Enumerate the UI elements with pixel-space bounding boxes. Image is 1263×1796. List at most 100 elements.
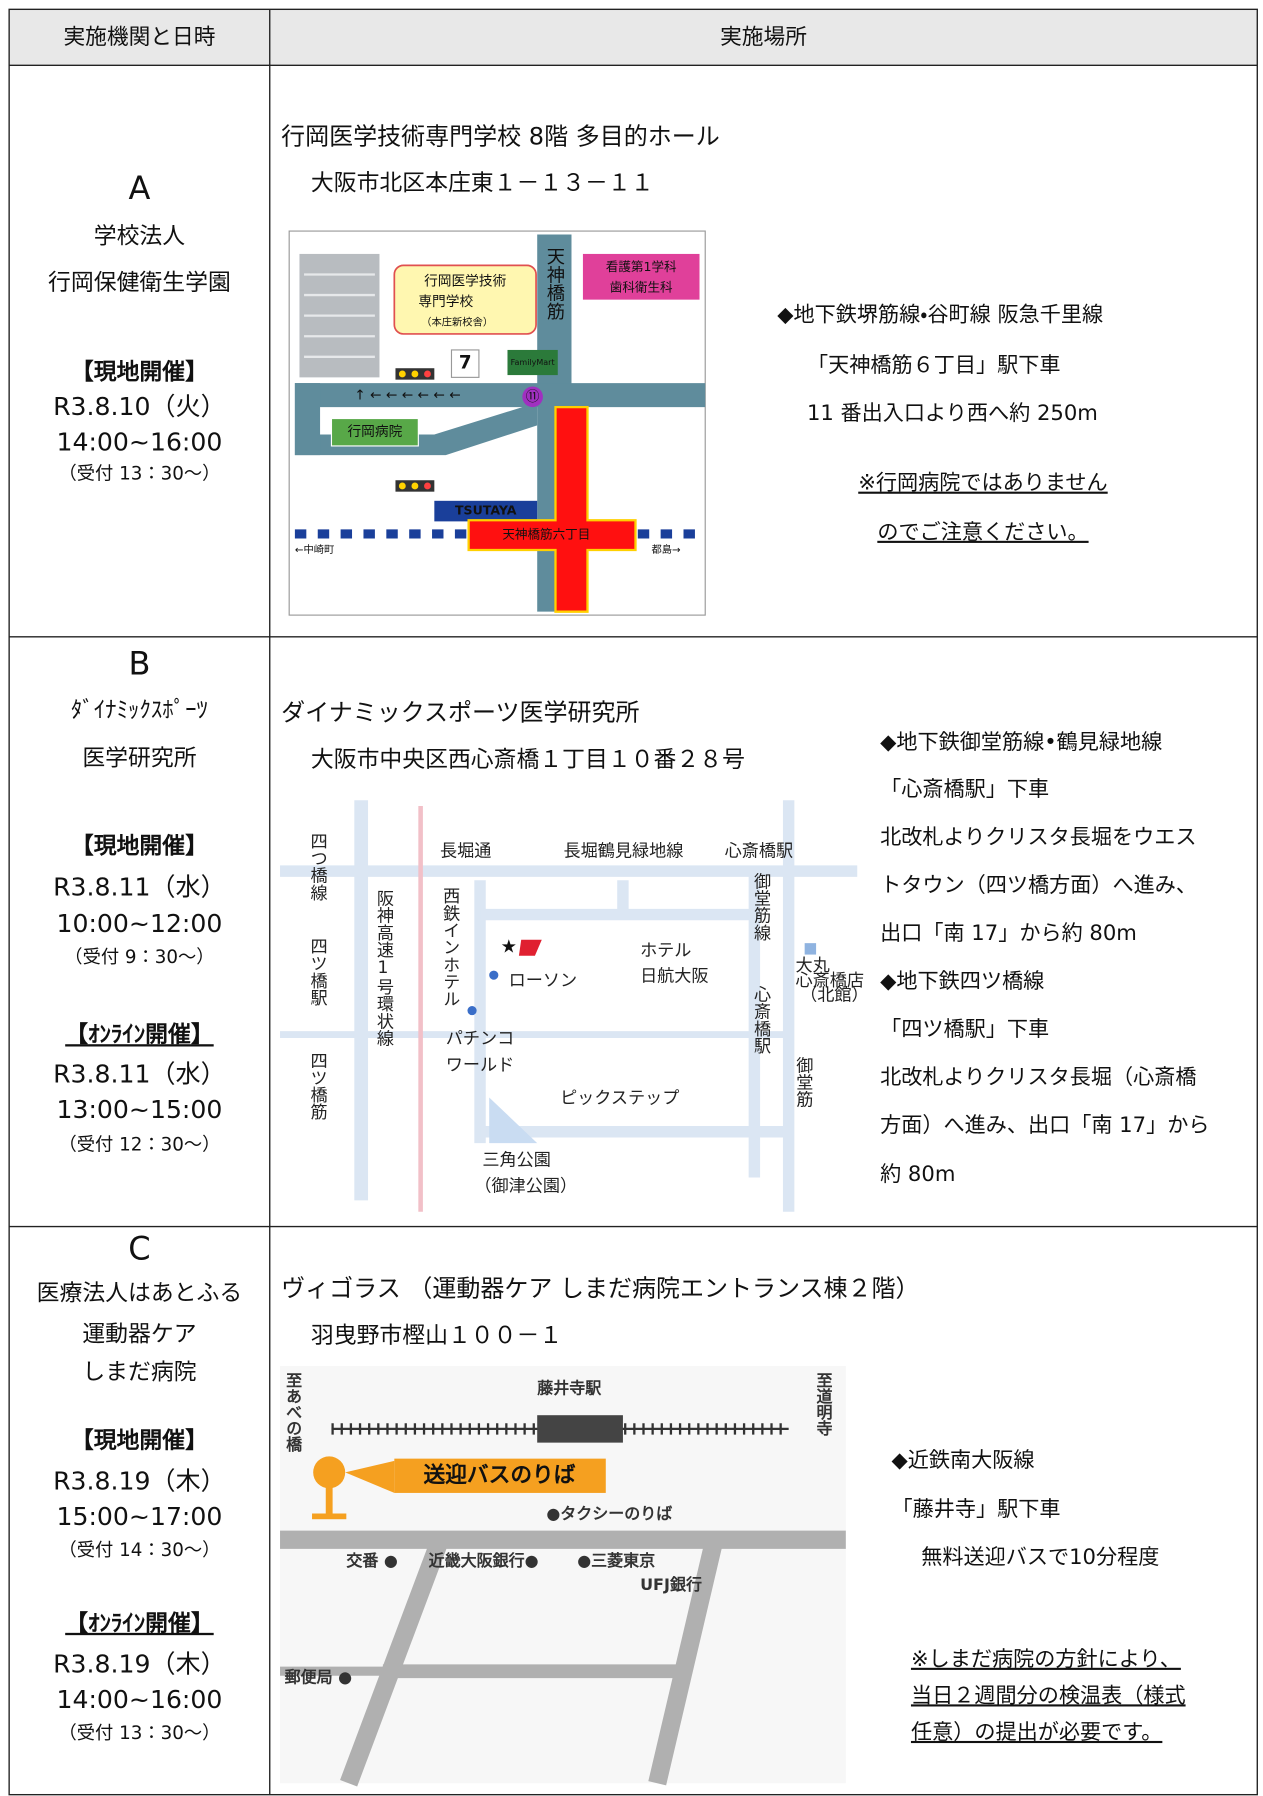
- map-label: 送迎バスのりば: [424, 1462, 576, 1488]
- map-label: 御堂筋線: [750, 872, 771, 941]
- note-line: のでご注意ください。: [877, 519, 1088, 544]
- map-label: 西鉄インホテル: [439, 887, 460, 1007]
- map-box: [330, 417, 419, 447]
- access-line: 北改札よりクリスタ長堀（心斎橋: [880, 1064, 1196, 1089]
- venue-address: 大阪市中央区西心斎橋１丁目１０番２８号: [311, 747, 745, 773]
- bus-stop: [325, 1486, 333, 1516]
- map-label: ピックステップ: [560, 1089, 679, 1109]
- session-type: 【ｵﾝﾗｲﾝ開催】: [65, 1611, 214, 1637]
- table-grid: [8, 8, 1258, 1796]
- session-date: R3.8.19（木）: [53, 1650, 226, 1679]
- venue-name: ヴィゴラス （運動器ケア しまだ病院エントランス棟２階）: [281, 1274, 919, 1302]
- map-label: ←中崎町: [295, 543, 334, 556]
- organization: 医学研究所: [82, 746, 196, 772]
- venue-name: ダイナミックスポーツ医学研究所: [281, 698, 639, 726]
- map-label: 行岡病院: [347, 424, 402, 440]
- session-type: 【現地開催】: [71, 834, 208, 860]
- road: [294, 383, 321, 456]
- session-time: 13:00~15:00: [57, 1095, 223, 1124]
- header-bg: [9, 9, 1258, 66]
- header-cell: 実施場所: [720, 25, 807, 50]
- map-label: 心斎橋駅: [750, 985, 771, 1055]
- access-line: ◆地下鉄御堂筋線•鶴見緑地線: [880, 729, 1162, 754]
- map-shape: [648, 1537, 724, 1786]
- header-cell: 実施機関と日時: [63, 25, 215, 50]
- map-shape: [398, 370, 406, 378]
- access-line: 約 80m: [880, 1161, 955, 1186]
- map-shape: [424, 370, 431, 378]
- map-shape: [411, 370, 419, 378]
- map-label: 天神橋筋: [544, 247, 565, 321]
- map-label: 四ツ橋筋: [307, 1052, 328, 1122]
- access-line: 「藤井寺」駅下車: [892, 1496, 1061, 1521]
- map-label: パチンコ: [446, 1029, 515, 1049]
- note-line: 任意）の提出が必要です。: [911, 1719, 1162, 1744]
- map-label: ⑪: [526, 389, 540, 405]
- map-label: 心斎橋店: [796, 971, 865, 991]
- venue-name: 行岡医学技術専門学校 8階 多目的ホール: [281, 122, 720, 150]
- organization: ﾀﾞｲﾅﾐｯｸｽﾎﾟｰﾂ: [71, 698, 208, 724]
- map-label: 近畿大阪銀行●: [429, 1551, 539, 1570]
- map-shape: [398, 482, 406, 490]
- access-line: 北改札よりクリスタ長堀をウエス: [880, 824, 1196, 849]
- map-label: 御堂筋: [792, 1056, 813, 1108]
- map-label: 心斎橋駅: [725, 842, 794, 862]
- map-label: FamilyMart: [511, 358, 555, 367]
- map-label: 四つ橋線: [307, 832, 328, 901]
- access-line: ◆地下鉄四ツ橋線: [880, 968, 1044, 993]
- exit-marker: [522, 386, 543, 408]
- session-date: R3.8.11（水）: [53, 872, 226, 901]
- access-line: 「心斎橋駅」下車: [880, 776, 1049, 801]
- note-line: ※行岡病院ではありません: [858, 470, 1107, 495]
- session-time: 10:00~12:00: [57, 909, 223, 938]
- reception-time: （受付 13：30～）: [58, 1723, 220, 1744]
- session-type: 【現地開催】: [71, 1428, 208, 1454]
- access-line: トタウン（四ツ橋方面）へ進み、: [880, 872, 1197, 897]
- organization: 学校法人: [94, 223, 186, 249]
- map-label: 交番 ●: [346, 1551, 398, 1570]
- poi: [489, 970, 499, 980]
- station: [537, 1415, 623, 1443]
- organization: 運動器ケア: [82, 1322, 196, 1348]
- note-line: 当日２週間分の検温表（様式: [911, 1682, 1186, 1707]
- access-line: ◆近鉄南大阪線: [892, 1447, 1035, 1472]
- row-id: A: [128, 169, 150, 207]
- bus-stop: [313, 1456, 346, 1489]
- map-label: 至道明寺: [813, 1372, 832, 1437]
- access-line: ◆地下鉄堺筋線・谷町線 阪急千里線: [777, 302, 1103, 327]
- map-label: 行岡医学技術: [424, 273, 507, 289]
- row-id: B: [128, 644, 150, 682]
- map-label: 藤井寺駅: [537, 1378, 602, 1397]
- organization: 医療法人はあとふる: [37, 1281, 243, 1307]
- poi: [467, 1006, 477, 1016]
- map-label: 四ツ橋駅: [307, 937, 328, 1007]
- map-label: 歯科衛生科: [610, 280, 673, 295]
- reception-time: （受付 12：30～）: [58, 1134, 220, 1155]
- poi: [804, 943, 817, 955]
- road-arrows: ↑ ← ← ← ← ← ←: [354, 388, 461, 404]
- station-marker: [467, 405, 637, 613]
- map-box: [582, 253, 700, 300]
- reception-time: （受付 13：30～）: [58, 464, 220, 485]
- row-id: C: [128, 1230, 150, 1268]
- access-line: 出口「南 17」から約 80m: [880, 920, 1137, 945]
- map-label: 専門学校: [418, 294, 473, 310]
- roads: [280, 1530, 846, 1787]
- reception-time: （受付 14：30～）: [58, 1540, 220, 1561]
- map-b: ★ 長堀通 長堀鶴見緑地線 心斎橋駅 四つ橋線 阪神高速1号環状線 西鉄インホテ…: [280, 800, 869, 1212]
- map-box: [434, 500, 538, 522]
- map-label: UFJ銀行: [640, 1575, 702, 1594]
- venue-address: 大阪市北区本庄東１－１３－１１: [311, 171, 654, 197]
- banner: [394, 1458, 606, 1493]
- map-label: ローソン: [509, 971, 578, 991]
- map-label: 都島→: [652, 543, 682, 556]
- store-icon-mark: 7: [459, 353, 472, 374]
- map-label: TSUTAYA: [455, 503, 517, 518]
- map-label: 阪神高速1号環状線: [373, 889, 394, 1046]
- store-icon: [450, 349, 480, 378]
- store-icon: [507, 349, 558, 376]
- map-shape: [424, 482, 431, 490]
- bus-stop: [312, 1513, 347, 1520]
- table-border: [8, 8, 1258, 1796]
